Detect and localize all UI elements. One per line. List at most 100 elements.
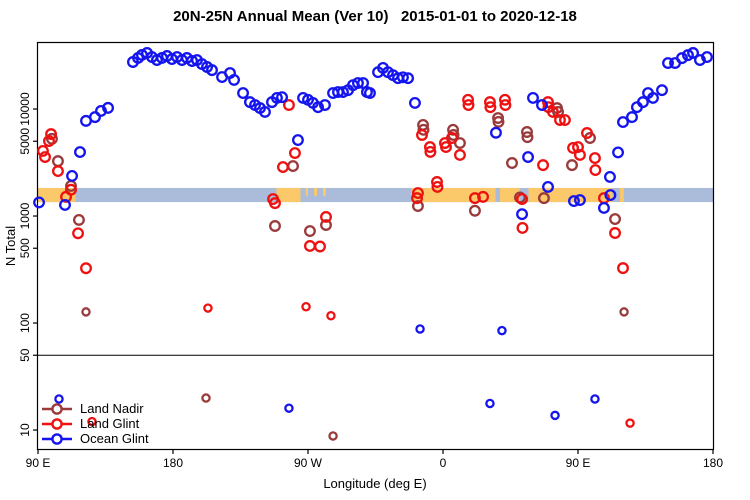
land-nadir-point xyxy=(566,159,578,172)
legend-item-land-glint: Land Glint xyxy=(40,416,149,431)
x-axis-title: Longitude (deg E) xyxy=(323,476,427,491)
land-glint-point xyxy=(567,141,580,154)
ocean-glint-point xyxy=(490,126,502,139)
ocean-glint-point xyxy=(319,99,331,111)
land-nadir-point xyxy=(447,123,460,136)
land-glint-point xyxy=(462,99,475,111)
land-glint-point xyxy=(424,141,436,154)
ocean-glint-point xyxy=(397,71,409,84)
land-glint-point xyxy=(431,176,443,188)
plot-border xyxy=(36,41,715,451)
land-glint-point xyxy=(203,303,213,313)
land-nadir-point xyxy=(417,123,430,136)
land-nadir-point xyxy=(521,131,534,144)
series-land-glint xyxy=(37,93,635,428)
land-glint-point xyxy=(52,165,64,178)
ocean-glint-point xyxy=(95,104,107,117)
land-nadir-point xyxy=(287,160,299,173)
land-glint-point xyxy=(462,93,475,106)
series-land-nadir xyxy=(46,102,629,441)
land-nadir-point xyxy=(269,220,281,232)
ocean-glint-point xyxy=(656,84,668,97)
land-glint-point xyxy=(542,96,554,109)
map-strip-land-speckle xyxy=(323,187,326,196)
ocean-glint-point xyxy=(292,134,304,146)
ocean-glint-point xyxy=(497,325,507,336)
land-glint-point xyxy=(411,192,424,205)
legend-marker-land-nadir xyxy=(42,402,72,415)
x-tick-label: 90 E xyxy=(566,456,591,470)
land-glint-point xyxy=(589,152,601,165)
ocean-glint-point xyxy=(542,180,554,193)
land-glint-point xyxy=(537,159,550,172)
ocean-glint-point xyxy=(59,198,71,211)
ocean-glint-point xyxy=(701,51,713,63)
land-nadir-point xyxy=(521,126,533,138)
land-glint-point xyxy=(477,190,490,203)
land-nadir-point xyxy=(492,115,505,128)
ocean-glint-point xyxy=(676,52,688,65)
land-glint-point xyxy=(499,93,511,106)
ocean-glint-point xyxy=(415,324,425,334)
map-strip-land xyxy=(411,187,496,203)
legend-item-land-nadir: Land Nadir xyxy=(40,401,149,416)
land-glint-point xyxy=(469,192,481,205)
ocean-glint-point xyxy=(276,91,289,104)
ocean-glint-point xyxy=(694,54,706,66)
x-tick-label: 0 xyxy=(440,456,447,470)
land-nadir-point xyxy=(72,213,85,226)
land-nadir-point xyxy=(328,431,338,441)
land-glint-point xyxy=(446,132,458,144)
ocean-glint-point xyxy=(604,189,617,202)
ocean-glint-point xyxy=(352,77,364,89)
ocean-glint-point xyxy=(527,91,539,104)
y-tick-label: 10000 xyxy=(18,92,32,126)
ocean-glint-point xyxy=(74,146,86,159)
y-tick-label: 50 xyxy=(18,348,32,362)
ocean-glint-point xyxy=(617,116,629,129)
land-glint-point xyxy=(625,418,635,428)
land-glint-point xyxy=(572,141,584,154)
land-glint-point xyxy=(589,164,602,176)
land-glint-point xyxy=(617,262,629,275)
ocean-glint-point xyxy=(54,394,64,404)
ocean-glint-point xyxy=(637,96,649,109)
legend-label-land-glint: Land Glint xyxy=(80,416,140,431)
land-glint-point xyxy=(72,227,85,240)
land-nadir-point xyxy=(52,155,64,168)
ocean-glint-point xyxy=(516,208,529,221)
legend: Land Nadir Land Glint Ocean Glint xyxy=(40,401,149,446)
land-glint-point xyxy=(39,151,52,163)
ocean-glint-point xyxy=(402,72,415,85)
land-nadir-point xyxy=(538,192,550,205)
chart-title: 20N-25N Annual Mean (Ver 10) 2015-01-01 … xyxy=(173,8,577,25)
land-nadir-point xyxy=(81,307,91,317)
land-glint-point xyxy=(516,193,529,206)
ocean-glint-point xyxy=(312,101,325,114)
ocean-glint-point xyxy=(206,64,218,77)
ocean-glint-point xyxy=(33,196,46,209)
y-tick-label: 5000 xyxy=(18,128,32,155)
ocean-glint-point xyxy=(662,57,674,69)
ocean-glint-point xyxy=(568,195,580,208)
land-nadir-point xyxy=(320,219,332,231)
ocean-glint-point xyxy=(284,403,294,413)
ocean-glint-point xyxy=(626,111,638,124)
ocean-glint-point xyxy=(485,398,495,409)
land-nadir-point xyxy=(304,225,316,237)
map-strip-land xyxy=(276,187,301,203)
land-glint-point xyxy=(304,240,316,252)
y-tick-label: 10 xyxy=(18,423,32,437)
legend-label-ocean-glint: Ocean Glint xyxy=(80,431,149,446)
ocean-glint-point xyxy=(598,201,610,214)
land-glint-point xyxy=(43,135,55,147)
y-tick-label: 100 xyxy=(18,313,32,333)
y-axis: 10000 5000 1000 500 100 50 10 xyxy=(18,92,38,437)
legend-label-land-nadir: Land Nadir xyxy=(80,401,144,416)
land-glint-point xyxy=(277,161,289,173)
ocean-glint-point xyxy=(89,111,101,124)
land-glint-point xyxy=(516,221,529,234)
ocean-glint-point xyxy=(647,91,659,104)
land-glint-point xyxy=(301,301,311,312)
